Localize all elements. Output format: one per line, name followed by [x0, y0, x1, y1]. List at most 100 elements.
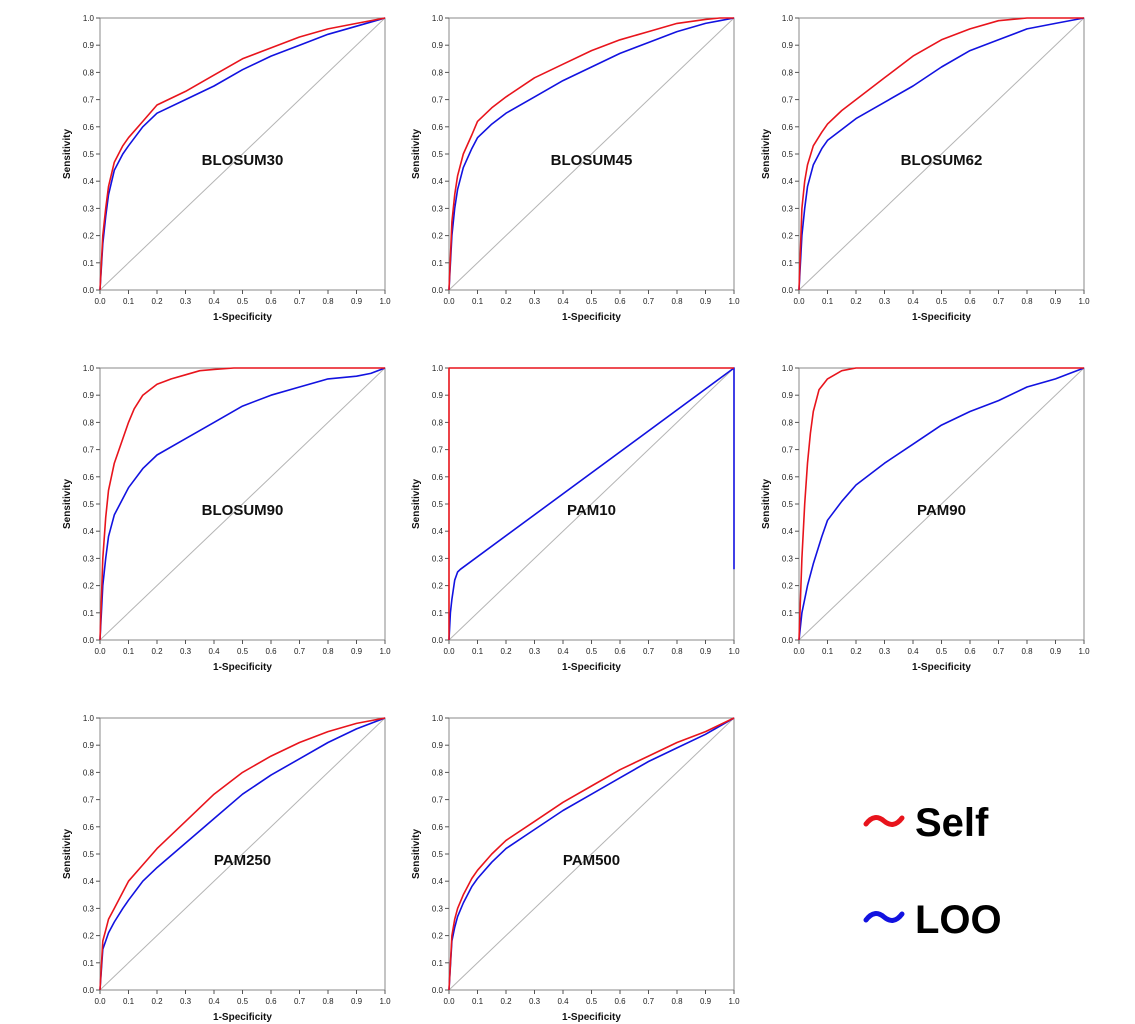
y-tick-label: 0.4 [432, 177, 444, 186]
x-tick-label: 1.0 [379, 647, 391, 656]
y-tick-label: 0.9 [432, 391, 444, 400]
y-tick-label: 0.5 [83, 850, 95, 859]
x-tick-label: 0.2 [500, 997, 512, 1006]
y-tick-label: 1.0 [432, 14, 444, 23]
y-tick-label: 0.4 [83, 527, 95, 536]
y-tick-label: 1.0 [432, 714, 444, 723]
roc-panels: 0.0 0.1 0.2 0.3 0.4 0.5 0.6 0.7 0.8 0.9 1.0 0.0 0.1 0… [62, 14, 1090, 1023]
roc-panel: 0.0 0.1 0.2 0.3 0.4 0.5 0.6 0.7 0.8 0.9 1.0 0.0 0.1 0… [411, 14, 740, 323]
x-tick-label: 0.3 [529, 297, 541, 306]
y-tick-label: 0.7 [432, 796, 444, 805]
y-tick-label: 0.7 [83, 96, 95, 105]
y-tick-label: 0.0 [83, 286, 95, 295]
x-tick-label: 0.6 [265, 297, 277, 306]
y-tick-label: 0.2 [432, 582, 444, 591]
y-tick-label: 0.6 [432, 473, 444, 482]
x-tick-label: 0.7 [294, 647, 306, 656]
x-tick-label: 0.1 [822, 647, 834, 656]
x-tick-label: 0.3 [879, 297, 891, 306]
panel-label: BLOSUM62 [901, 152, 983, 169]
x-tick-label: 0.9 [1050, 297, 1062, 306]
y-tick-label: 0.4 [782, 527, 794, 536]
legend-item-loo: LOO [863, 898, 1002, 942]
series-line-loo [99, 367, 386, 641]
y-tick-label: 0.6 [432, 123, 444, 132]
x-tick-label: 0.5 [237, 647, 249, 656]
series-line-loo [99, 717, 386, 991]
x-tick-label: 0.8 [322, 297, 334, 306]
x-tick-label: 0.8 [671, 297, 683, 306]
y-tick-label: 0.2 [782, 232, 794, 241]
x-tick-label: 0.3 [180, 997, 192, 1006]
y-tick-label: 0.9 [432, 741, 444, 750]
y-tick-label: 0.3 [782, 204, 794, 213]
x-tick-label: 0.1 [472, 297, 484, 306]
roc-panel: 0.0 0.1 0.2 0.3 0.4 0.5 0.6 0.7 0.8 0.9 1.0 0.0 0.1 0… [62, 714, 391, 1023]
y-tick-label: 0.2 [432, 932, 444, 941]
y-tick-label: 0.0 [83, 986, 95, 995]
x-tick-label: 0.0 [443, 647, 455, 656]
y-tick-label: 0.7 [432, 446, 444, 455]
x-tick-label: 0.4 [208, 297, 220, 306]
y-tick-label: 0.7 [432, 96, 444, 105]
series-line-self [99, 17, 386, 291]
x-tick-label: 0.9 [351, 997, 363, 1006]
x-tick-label: 0.4 [208, 647, 220, 656]
y-tick-label: 0.0 [432, 286, 444, 295]
y-tick-label: 0.0 [432, 636, 444, 645]
y-tick-label: 0.6 [83, 473, 95, 482]
x-tick-label: 0.7 [294, 997, 306, 1006]
y-tick-label: 0.5 [83, 500, 95, 509]
y-tick-label: 0.7 [782, 446, 794, 455]
x-tick-label: 0.4 [557, 997, 569, 1006]
y-tick-label: 0.6 [432, 823, 444, 832]
x-tick-label: 0.0 [793, 647, 805, 656]
series-line-self [448, 367, 734, 640]
x-tick-label: 0.0 [94, 297, 106, 306]
y-tick-label: 0.4 [83, 177, 95, 186]
series-line-self [798, 17, 1084, 291]
y-tick-label: 0.8 [83, 68, 95, 77]
y-tick-label: 0.4 [782, 177, 794, 186]
x-tick-label: 0.2 [850, 647, 862, 656]
x-tick-label: 0.0 [443, 297, 455, 306]
x-tick-label: 0.0 [94, 997, 106, 1006]
x-tick-label: 0.7 [294, 297, 306, 306]
x-tick-label: 0.8 [322, 997, 334, 1006]
x-tick-label: 0.6 [614, 297, 626, 306]
x-tick-label: 0.4 [907, 297, 919, 306]
x-tick-label: 0.7 [643, 297, 655, 306]
x-tick-label: 0.1 [822, 297, 834, 306]
y-tick-label: 0.9 [83, 391, 95, 400]
chance-diagonal-line [448, 17, 735, 291]
x-tick-label: 0.5 [936, 297, 948, 306]
panel-label: PAM10 [567, 502, 616, 519]
y-tick-label: 0.3 [83, 204, 95, 213]
y-tick-label: 0.2 [432, 232, 444, 241]
y-tick-label: 0.6 [782, 123, 794, 132]
chance-diagonal-line [448, 367, 735, 641]
panel-label: BLOSUM90 [202, 502, 284, 519]
x-tick-label: 0.7 [993, 297, 1005, 306]
x-tick-label: 0.6 [614, 997, 626, 1006]
x-tick-label: 1.0 [728, 297, 740, 306]
y-tick-label: 0.8 [432, 418, 444, 427]
legend-label-self: Self [915, 801, 989, 845]
y-axis-title: Sensitivity [62, 129, 73, 179]
chance-diagonal-line [99, 367, 386, 641]
series-line-self [798, 367, 1084, 641]
y-tick-label: 1.0 [83, 364, 95, 373]
chance-diagonal-line [798, 17, 1085, 291]
x-tick-label: 0.6 [265, 997, 277, 1006]
x-tick-label: 0.8 [671, 997, 683, 1006]
x-tick-label: 0.9 [1050, 647, 1062, 656]
x-tick-label: 0.4 [557, 297, 569, 306]
x-tick-label: 0.8 [1021, 297, 1033, 306]
y-tick-label: 0.3 [432, 904, 444, 913]
y-tick-label: 0.7 [83, 446, 95, 455]
x-tick-label: 0.0 [443, 997, 455, 1006]
x-tick-label: 0.4 [557, 647, 569, 656]
y-tick-label: 0.4 [83, 877, 95, 886]
series-line-self [448, 717, 735, 991]
